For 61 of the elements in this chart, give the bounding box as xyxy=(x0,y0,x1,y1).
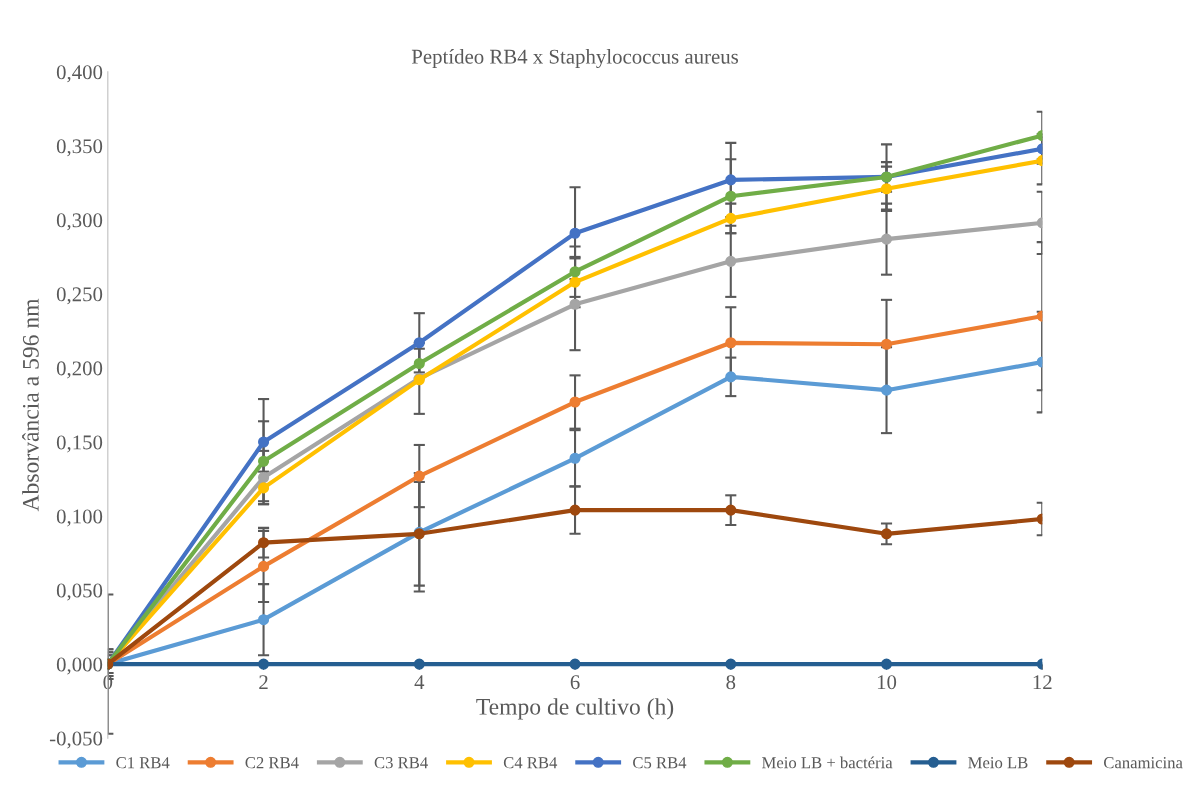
point xyxy=(880,233,893,245)
y-tick-label: 0,100 xyxy=(56,509,103,527)
point xyxy=(725,212,737,224)
point xyxy=(258,471,270,484)
y-tick-label: 0,150 xyxy=(56,435,103,453)
legend-label: Meio LB xyxy=(968,757,1028,769)
point xyxy=(258,614,270,626)
y-tick-label: -0,050 xyxy=(49,731,103,749)
x-tick-label: 4 xyxy=(414,675,425,689)
x-tick-label: 2 xyxy=(259,675,268,689)
point xyxy=(880,658,893,670)
y-tick-label: 0,200 xyxy=(56,361,103,379)
y-tick-label: 0,000 xyxy=(56,657,103,675)
y-tick-label: 0,400 xyxy=(56,65,103,83)
legend-label: C3 RB4 xyxy=(374,757,428,769)
point xyxy=(258,560,270,572)
legend-label: C2 RB4 xyxy=(245,757,299,769)
point xyxy=(569,452,581,464)
y-axis-title: Absorvância a 596 nm xyxy=(22,298,39,512)
point xyxy=(569,298,581,310)
point xyxy=(725,190,737,202)
x-tick-label: 12 xyxy=(1033,675,1052,689)
x-tick-label: 6 xyxy=(570,675,580,690)
point xyxy=(569,266,581,278)
point xyxy=(725,658,737,670)
point xyxy=(569,504,581,516)
x-tick-label: 10 xyxy=(877,675,897,690)
point xyxy=(258,658,270,670)
point xyxy=(880,384,893,396)
chart-title: Peptídeo RB4 x Staphylococcus aureus xyxy=(411,49,739,68)
point xyxy=(258,537,270,549)
point xyxy=(725,337,737,349)
legend-label: C4 RB4 xyxy=(503,757,558,769)
point xyxy=(258,482,270,494)
y-tick-label: 0,300 xyxy=(56,213,103,231)
point xyxy=(880,183,893,195)
point xyxy=(725,371,737,383)
legend-label: C5 RB4 xyxy=(633,757,687,769)
point xyxy=(258,455,270,467)
point xyxy=(880,528,893,540)
legend-label: C1 RB4 xyxy=(116,757,170,769)
point xyxy=(413,337,425,349)
point xyxy=(725,174,737,186)
point xyxy=(569,658,581,670)
point xyxy=(258,436,270,448)
point xyxy=(413,470,425,482)
x-tick-label: 8 xyxy=(726,675,736,690)
point xyxy=(880,338,893,350)
point xyxy=(725,255,737,267)
x-axis-title: Tempo de cultivo (h) xyxy=(476,698,674,720)
point xyxy=(569,396,581,408)
legend-label: Meio LB + bactéria xyxy=(762,756,893,769)
y-tick-label: 0,250 xyxy=(56,287,103,305)
point xyxy=(569,227,581,239)
y-tick-label: 0,050 xyxy=(56,583,103,601)
point xyxy=(413,658,425,670)
point xyxy=(413,357,425,370)
point xyxy=(569,276,581,288)
y-tick-label: 0,350 xyxy=(56,139,103,157)
legend-label: Canamicina xyxy=(1103,757,1183,769)
point xyxy=(725,504,737,516)
